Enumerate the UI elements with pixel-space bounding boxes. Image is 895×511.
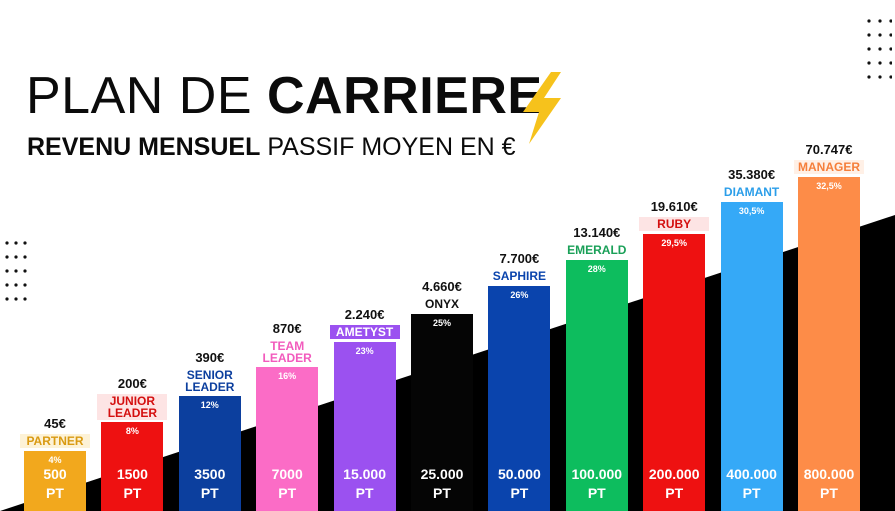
bar-percentage-label: 8% (125, 426, 139, 436)
dot-pattern-top-right (866, 18, 893, 93)
monthly-amount-label: 200€ (117, 376, 147, 391)
bar-ruby (643, 234, 706, 511)
bar-junior-leader (101, 422, 164, 511)
rank-label: PARTNER (20, 434, 90, 448)
bar-percentage-label: 26% (510, 290, 529, 300)
bar-percentage-label: 32,5% (816, 181, 842, 191)
monthly-amount-label: 13.140€ (573, 225, 621, 240)
points-value: 25.000 (420, 466, 464, 482)
bar-points-label: 7000 PT (256, 465, 318, 503)
points-unit: PT (355, 485, 374, 501)
points-value: 100.000 (571, 466, 623, 482)
dot-pattern-left (4, 240, 28, 315)
title-light: PLAN DE (26, 67, 253, 125)
points-value: 15.000 (343, 466, 386, 482)
bar-percentage-label: 23% (355, 346, 374, 356)
points-unit: PT (278, 485, 297, 501)
points-unit: PT (742, 485, 761, 501)
bar-points-label: 1500 PT (101, 465, 163, 503)
monthly-amount-label: 4.660€ (422, 279, 462, 294)
bar-points-label: 200.000 PT (643, 465, 705, 503)
bar-points-label: 500 PT (24, 465, 86, 503)
monthly-amount-label: 7.700€ (499, 251, 540, 266)
page-title: PLAN DE CARRIERE (26, 70, 543, 122)
bar-saphire (488, 286, 551, 511)
points-value: 500 (43, 466, 67, 482)
bar-team-leader (256, 367, 319, 511)
monthly-amount-label: 45€ (44, 416, 66, 431)
points-unit: PT (200, 485, 219, 501)
rank-label: MANAGER (794, 160, 864, 174)
points-unit: PT (46, 485, 64, 501)
bar-points-label: 400.000 PT (721, 465, 783, 503)
points-value: 1500 (116, 466, 148, 482)
points-unit: PT (433, 485, 451, 501)
rank-label: SENIOR LEADER (174, 368, 245, 394)
points-unit: PT (587, 485, 606, 501)
points-unit: PT (510, 485, 529, 501)
bar-emerald (565, 260, 628, 511)
bar-percentage-label: 28% (587, 264, 606, 274)
points-unit: PT (123, 485, 142, 501)
bar-onyx (411, 314, 473, 511)
rank-label: EMERALD (561, 243, 632, 257)
bar-points-label: 800.000 PT (798, 465, 860, 503)
bar-percentage-label: 30,5% (738, 206, 765, 216)
bar-percentage-label: 16% (278, 371, 297, 381)
points-value: 7000 (271, 466, 303, 482)
bar-percentage-label: 4% (48, 455, 62, 465)
subtitle-light: PASSIF MOYEN EN € (267, 133, 516, 161)
bar-percentage-label: 25% (432, 318, 451, 328)
bar-points-label: 100.000 PT (566, 465, 628, 503)
rank-label: JUNIOR LEADER (97, 394, 168, 420)
lightning-bolt-icon (517, 72, 567, 149)
title-bold: CARRIERE (266, 67, 543, 125)
bar-points-label: 25.000 PT (411, 465, 473, 503)
bar-manager (798, 177, 860, 511)
monthly-amount-label: 2.240€ (344, 307, 385, 322)
points-value: 400.000 (726, 466, 777, 482)
monthly-amount-label: 390€ (195, 350, 225, 365)
monthly-amount-label: 70.747€ (805, 142, 853, 157)
rank-label: DIAMANT (716, 185, 787, 199)
monthly-amount-label: 870€ (272, 321, 302, 336)
bar-percentage-label: 12% (200, 400, 219, 410)
bar-senior-leader (178, 396, 241, 511)
rank-label: TEAM LEADER (252, 339, 323, 365)
rank-label: AMETYST (329, 325, 400, 339)
points-value: 800.000 (803, 466, 855, 482)
bar-diamant (720, 202, 783, 511)
rank-label: SAPHIRE (484, 269, 555, 283)
bar-ametyst (333, 342, 396, 511)
points-value: 50.000 (497, 466, 541, 482)
bar-points-label: 50.000 PT (488, 465, 550, 503)
bar-percentage-label: 29,5% (661, 238, 687, 248)
rank-label: RUBY (639, 217, 710, 231)
points-value: 3500 (194, 466, 226, 482)
monthly-amount-label: 35.380€ (728, 167, 776, 182)
bar-partner (24, 451, 86, 511)
points-unit: PT (665, 485, 684, 501)
points-value: 200.000 (648, 466, 700, 482)
rank-label: ONYX (407, 297, 477, 311)
bar-points-label: 3500 PT (179, 465, 241, 503)
bar-points-label: 15.000 PT (334, 465, 396, 503)
points-unit: PT (820, 485, 838, 501)
page-subtitle: REVENU MENSUEL PASSIF MOYEN EN € (27, 135, 516, 160)
subtitle-bold: REVENU MENSUEL (27, 133, 261, 161)
monthly-amount-label: 19.610€ (650, 199, 698, 214)
